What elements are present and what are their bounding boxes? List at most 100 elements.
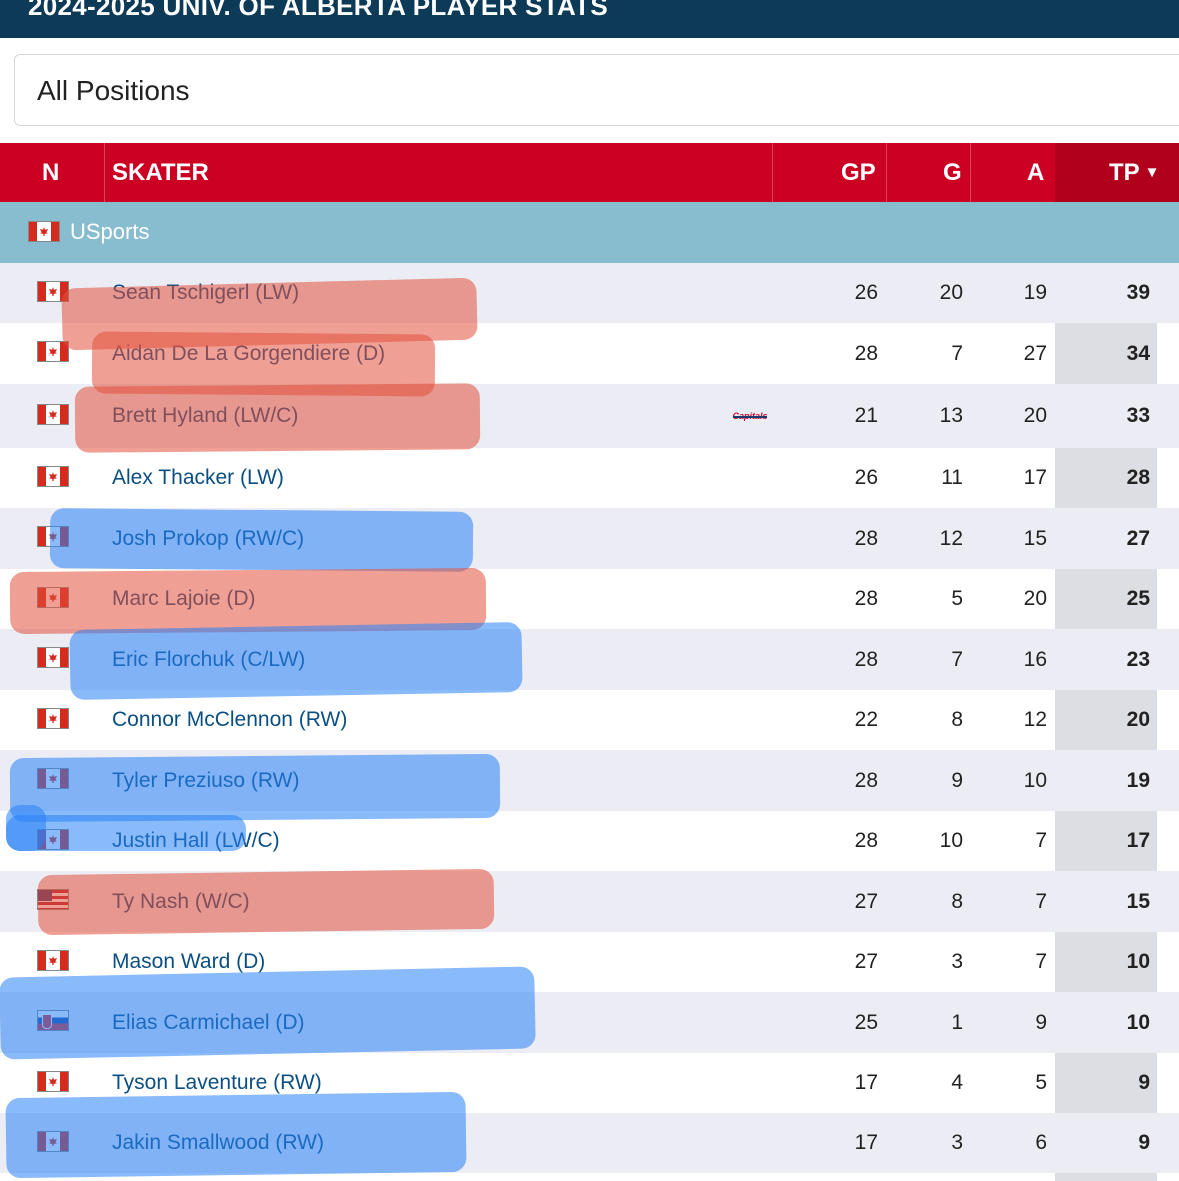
column-header-skater[interactable]: SKATER (112, 159, 209, 186)
canada-flag-icon (37, 281, 69, 302)
goals-cell: 9 (951, 769, 963, 792)
total-points-cell: 33 (1126, 404, 1150, 427)
games-played-cell: 17 (854, 1131, 878, 1154)
goals-cell: 11 (941, 466, 963, 489)
games-played-cell: 25 (854, 1011, 878, 1034)
games-played-cell: 28 (854, 587, 878, 610)
header-divider (772, 143, 773, 202)
player-name-link[interactable]: Connor McClennon (RW) (112, 708, 348, 731)
total-points-cell: 17 (1126, 829, 1150, 852)
games-played-cell: 28 (854, 769, 878, 792)
canada-flag-icon (37, 829, 69, 850)
goals-cell: 13 (939, 404, 963, 427)
player-row: Jakin Smallwood (RW) 17 3 6 9 (0, 1113, 1179, 1173)
page-title: 2024-2025 UNIV. OF ALBERTA PLAYER STATS (28, 0, 609, 21)
usa-flag-icon (37, 889, 69, 910)
player-name-link[interactable]: Mason Ward (D) (112, 950, 266, 973)
goals-cell: 7 (951, 648, 963, 671)
player-row: Marc Lajoie (D) 28 5 20 25 (0, 569, 1179, 629)
games-played-cell: 22 (854, 708, 878, 731)
player-name-link[interactable]: Brett Hyland (LW/C) (112, 404, 299, 427)
player-row: Justin Hall (LW/C) 28 10 7 17 (0, 811, 1179, 871)
assists-cell: 7 (1035, 950, 1047, 973)
goals-cell: 3 (951, 1131, 963, 1154)
assists-cell: 5 (1035, 1071, 1047, 1094)
player-name-link[interactable]: Justin Hall (LW/C) (112, 829, 280, 852)
player-name-link[interactable]: Aidan De La Gorgendiere (D) (112, 342, 386, 365)
total-points-cell: 19 (1126, 769, 1150, 792)
total-points-cell: 9 (1138, 1131, 1150, 1154)
assists-cell: 12 (1023, 708, 1047, 731)
games-played-cell: 17 (854, 1071, 878, 1094)
goals-cell: 8 (951, 708, 963, 731)
games-played-cell: 28 (854, 342, 878, 365)
games-played-cell: 27 (854, 950, 878, 973)
position-filter-select[interactable]: All Positions (14, 54, 1179, 126)
canada-flag-icon (37, 647, 69, 668)
goals-cell: 12 (939, 527, 963, 550)
player-name-link[interactable]: Tyson Laventure (RW) (112, 1071, 322, 1094)
canada-flag-icon (37, 1071, 69, 1092)
title-bar: 2024-2025 UNIV. OF ALBERTA PLAYER STATS (0, 0, 1179, 38)
header-divider (886, 143, 887, 202)
games-played-cell: 28 (854, 648, 878, 671)
sorted-column-bg (1055, 143, 1179, 202)
canada-flag-icon (37, 768, 69, 789)
assists-cell: 27 (1023, 342, 1047, 365)
player-name-link[interactable]: Elias Carmichael (D) (112, 1011, 305, 1034)
player-row: Ty Nash (W/C) 27 8 7 15 (0, 871, 1179, 932)
player-row: Josh Prokop (RW/C) 28 12 15 27 (0, 508, 1179, 569)
assists-cell: 6 (1035, 1131, 1047, 1154)
player-row: Tyson Laventure (RW) 17 4 5 9 (0, 1053, 1179, 1113)
player-name-link[interactable]: Tyler Preziuso (RW) (112, 769, 300, 792)
total-points-cell: 23 (1126, 648, 1150, 671)
team-logo-icon: Capitals (731, 407, 769, 425)
player-name-link[interactable]: Josh Prokop (RW/C) (112, 527, 305, 550)
table-header: N SKATER GP G A TP ▼ (0, 143, 1179, 202)
games-played-cell: 26 (854, 281, 878, 304)
assists-cell: 9 (1035, 1011, 1047, 1034)
position-filter-value: All Positions (37, 75, 190, 106)
header-divider (970, 143, 971, 202)
column-header-g[interactable]: G (943, 159, 962, 186)
canada-flag-icon (37, 708, 69, 729)
column-header-gp[interactable]: GP (841, 159, 876, 186)
assists-cell: 19 (1023, 281, 1047, 304)
canada-flag-icon (37, 950, 69, 971)
player-row: Connor McClennon (RW) 22 8 12 20 (0, 690, 1179, 750)
player-name-link[interactable]: Alex Thacker (LW) (112, 466, 284, 489)
player-row: Elias Carmichael (D) 25 1 9 10 (0, 992, 1179, 1053)
column-header-tp-label: TP (1109, 159, 1140, 186)
column-header-tp[interactable]: TP ▼ (1109, 143, 1160, 202)
league-group-label[interactable]: USports (70, 219, 150, 244)
total-points-cell: 39 (1126, 281, 1150, 304)
header-divider (104, 143, 105, 202)
goals-cell: 10 (939, 829, 963, 852)
goals-cell: 8 (951, 890, 963, 913)
total-points-cell: 9 (1138, 1071, 1150, 1094)
player-name-link[interactable]: Ty Nash (W/C) (112, 890, 250, 913)
goals-cell: 3 (951, 950, 963, 973)
player-name-link[interactable]: Jakin Smallwood (RW) (112, 1131, 324, 1154)
canada-flag-icon (37, 466, 69, 487)
goals-cell: 5 (951, 587, 963, 610)
canada-flag-icon (37, 526, 69, 547)
player-row: Alex Thacker (LW) 26 11 17 28 (0, 448, 1179, 508)
canada-flag-icon (37, 587, 69, 608)
column-header-n[interactable]: N (42, 159, 60, 186)
total-points-cell: 27 (1126, 527, 1150, 550)
total-points-cell: 10 (1126, 950, 1150, 973)
column-header-a[interactable]: A (1027, 159, 1045, 186)
player-row: Brett Hyland (LW/C) Capitals 21 13 20 33 (0, 384, 1179, 448)
goals-cell: 4 (951, 1071, 963, 1094)
player-name-link[interactable]: Sean Tschigerl (LW) (112, 281, 300, 304)
sort-descending-icon: ▼ (1144, 164, 1160, 181)
games-played-cell: 27 (854, 890, 878, 913)
total-points-cell: 20 (1126, 708, 1150, 731)
player-name-link[interactable]: Marc Lajoie (D) (112, 587, 256, 610)
player-row: Eric Florchuk (C/LW) 28 7 16 23 (0, 629, 1179, 690)
canada-flag-icon (37, 341, 69, 362)
slovakia-flag-icon (37, 1010, 69, 1031)
total-points-cell: 10 (1126, 1011, 1150, 1034)
player-name-link[interactable]: Eric Florchuk (C/LW) (112, 648, 306, 671)
